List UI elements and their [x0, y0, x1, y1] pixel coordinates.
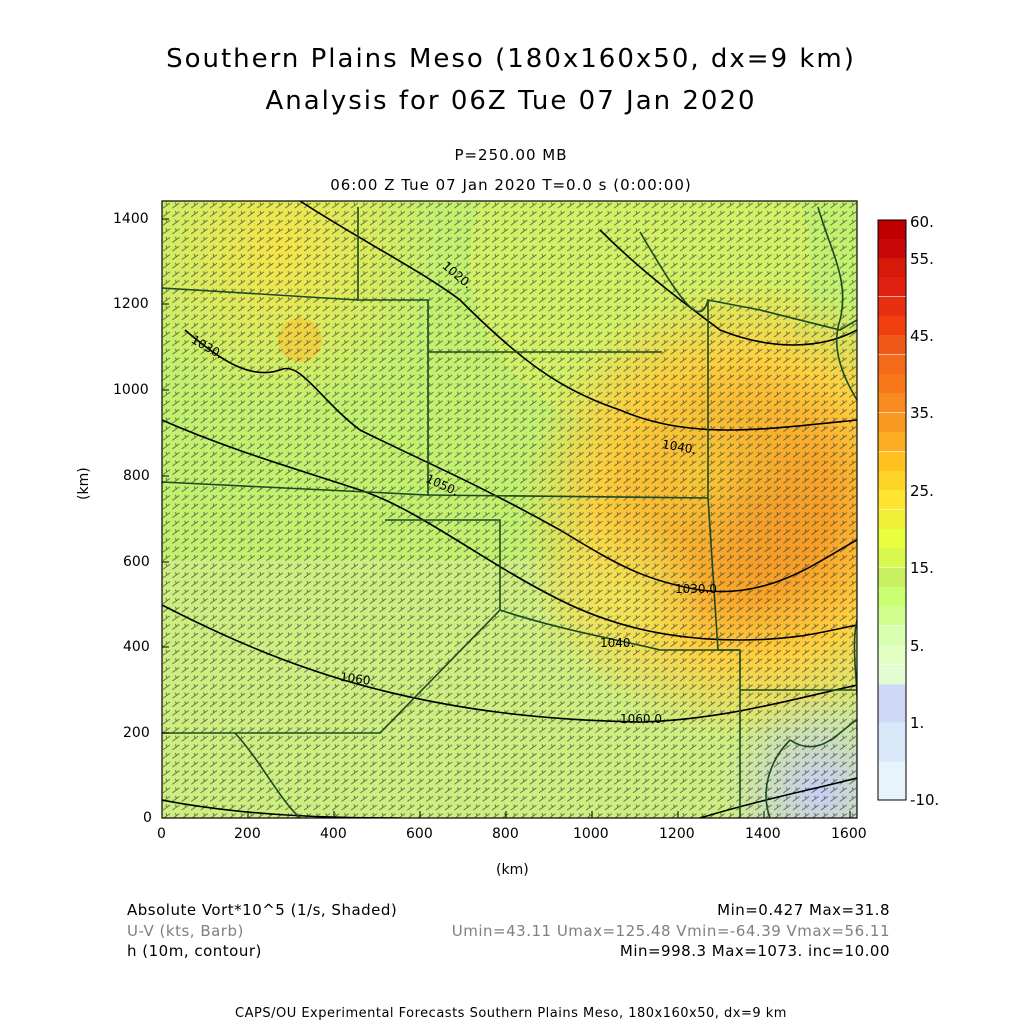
title-line-2: Analysis for 06Z Tue 07 Jan 2020 — [265, 86, 757, 116]
colorbar-label: 5. — [910, 637, 925, 655]
legend-field-3-stats: Min=998.3 Max=1073. inc=10.00 — [619, 942, 890, 960]
x-axis-label: (km) — [496, 862, 529, 878]
shaded-field — [162, 201, 857, 818]
x-tick: 1000 — [573, 826, 609, 842]
contour-label: 1060.0 — [620, 712, 662, 726]
x-tick: 400 — [320, 826, 347, 842]
y-tick: 1000 — [113, 382, 149, 398]
y-tick: 1400 — [113, 211, 149, 227]
colorbar-label: 60. — [910, 213, 934, 231]
colorbar-label: 45. — [910, 327, 934, 345]
x-tick: 200 — [234, 826, 261, 842]
title-line-1: Southern Plains Meso (180x160x50, dx=9 k… — [166, 44, 856, 74]
y-tick: 600 — [123, 554, 150, 570]
x-tick: 800 — [492, 826, 519, 842]
footer-credit: CAPS/OU Experimental Forecasts Southern … — [235, 1006, 787, 1021]
pressure-level: P=250.00 MB — [454, 146, 568, 164]
valid-time: 06:00 Z Tue 07 Jan 2020 T=0.0 s (0:00:00… — [330, 176, 692, 194]
state-borders — [162, 206, 857, 818]
x-tick: 600 — [406, 826, 433, 842]
colorbar-label: 1. — [910, 714, 925, 732]
legend-field-3: h (10m, contour) — [127, 942, 262, 960]
legend-field-2: U-V (kts, Barb) — [127, 922, 244, 940]
colorbar — [877, 219, 907, 801]
y-axis-label: (km) — [76, 467, 92, 500]
y-tick: 400 — [123, 639, 150, 655]
x-tick: 0 — [157, 826, 166, 842]
legend-field-1: Absolute Vort*10^5 (1/s, Shaded) — [127, 901, 398, 919]
y-tick: 200 — [123, 725, 150, 741]
y-tick: 1200 — [113, 296, 149, 312]
contour-label: 1030.0 — [675, 582, 717, 596]
legend-field-1-stats: Min=0.427 Max=31.8 — [717, 901, 890, 919]
x-tick: 1200 — [659, 826, 695, 842]
colorbar-label: 25. — [910, 482, 934, 500]
legend-field-2-stats: Umin=43.11 Umax=125.48 Vmin=-64.39 Vmax=… — [451, 922, 890, 940]
x-tick: 1400 — [745, 826, 781, 842]
colorbar-label: -10. — [910, 791, 940, 809]
height-contours — [162, 201, 857, 818]
contour-label: 1040. — [600, 636, 635, 650]
y-tick: 800 — [123, 468, 150, 484]
colorbar-label: 15. — [910, 559, 934, 577]
colorbar-label: 55. — [910, 250, 934, 268]
y-tick: 0 — [143, 810, 152, 826]
x-tick: 1600 — [831, 826, 867, 842]
colorbar-label: 35. — [910, 404, 934, 422]
